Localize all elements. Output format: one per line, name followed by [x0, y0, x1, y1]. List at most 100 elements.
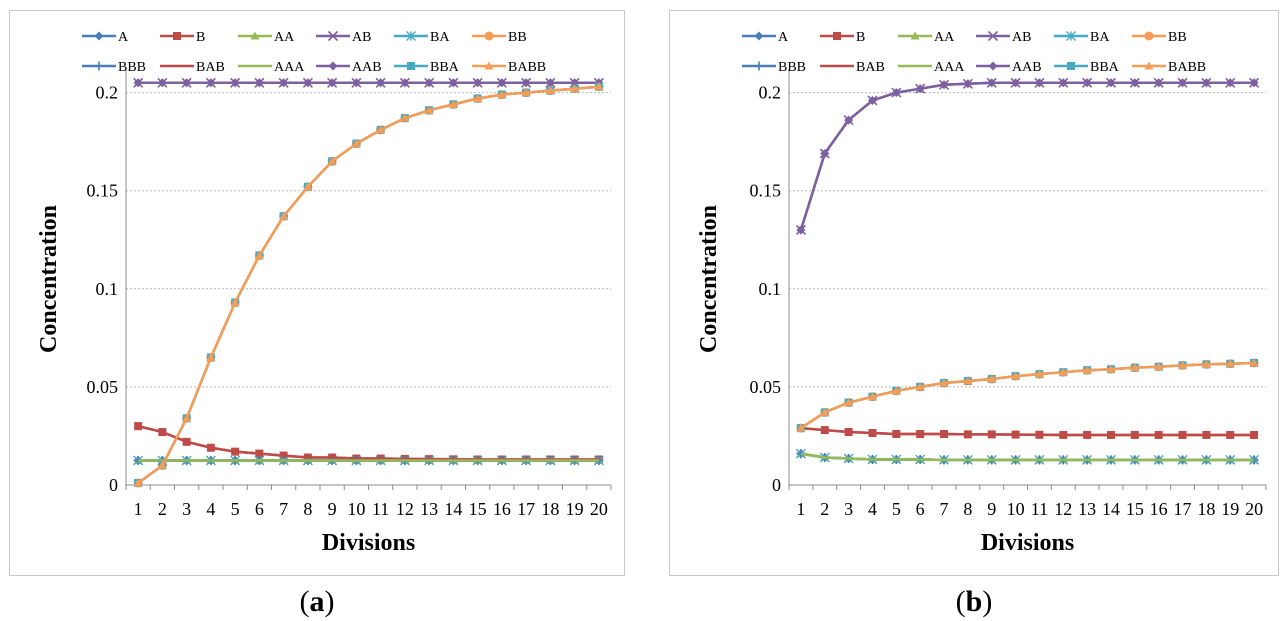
- point-a-AAB-1: [133, 78, 143, 88]
- legend-item-b-BBB: BBB: [742, 60, 806, 75]
- point-b-AAB-3: [844, 115, 854, 125]
- x-tick-label-a-5: 6: [255, 499, 264, 519]
- legend-marker-a-AA: [250, 31, 260, 40]
- series-b-AAB: [796, 78, 1259, 235]
- point-b-BABB-4: [867, 392, 877, 401]
- series-b-AA: [796, 449, 1259, 464]
- legend-label-b-BA: BA: [1090, 30, 1110, 45]
- x-tick-label-b-10: 11: [1031, 499, 1048, 519]
- legend-item-a-BA: BA: [394, 30, 450, 45]
- point-a-BABB-2: [157, 460, 167, 469]
- point-b-BABB-5: [891, 386, 901, 395]
- point-b-BABB-19: [1225, 359, 1235, 368]
- x-tick-label-a-6: 7: [279, 499, 288, 519]
- legend-item-a-BB: BB: [472, 30, 527, 45]
- y-tick-label-a-2: 0.1: [96, 279, 119, 299]
- series-a-BAB: [137, 424, 599, 461]
- point-a-BABB-6: [254, 250, 264, 259]
- legend-label-a-AAB: AAB: [352, 60, 382, 75]
- x-tick-label-a-17: 18: [541, 499, 559, 519]
- y-tick-label-a-0: 0: [109, 475, 118, 495]
- x-tick-label-b-12: 13: [1078, 499, 1096, 519]
- legend-item-a-AB: AB: [316, 30, 371, 45]
- point-b-AAB-7: [939, 80, 949, 90]
- legend-label-a-BA: BA: [430, 30, 450, 45]
- point-b-AAB-11: [1034, 78, 1044, 88]
- point-b-AAB-19: [1225, 78, 1235, 88]
- legend-marker-a-AB: [327, 30, 339, 42]
- point-a-AAB-8: [303, 78, 313, 88]
- point-a-BABB-13: [424, 105, 434, 114]
- y-axis-title-a: Concentration: [36, 205, 62, 353]
- series-b-AAA: [800, 452, 1255, 462]
- point-a-AAB-12: [400, 78, 410, 88]
- x-tick-label-b-14: 15: [1126, 499, 1144, 519]
- legend-marker-a-B: [173, 32, 181, 40]
- x-axis-title-a: Divisions: [322, 530, 415, 556]
- y-tick-label-b-1: 0.05: [750, 377, 782, 397]
- series-b-BA: [795, 448, 1260, 465]
- point-a-BABB-17: [521, 88, 531, 97]
- legend-item-a-BABB: BABB: [472, 60, 546, 75]
- point-b-BABB-15: [1130, 363, 1140, 372]
- point-b-AAB-8: [963, 79, 973, 89]
- y-tick-label-b-3: 0.15: [750, 181, 782, 201]
- x-tick-label-b-16: 17: [1174, 499, 1192, 519]
- point-a-BABB-12: [400, 113, 410, 122]
- legend-item-b-AB: AB: [976, 30, 1031, 45]
- point-b-BABB-2: [820, 407, 830, 416]
- x-axis-title-b: Divisions: [981, 530, 1074, 556]
- legend-marker-b-BBA: [1067, 62, 1075, 70]
- legend-label-a-A: A: [118, 30, 129, 45]
- x-tick-label-a-11: 12: [396, 499, 414, 519]
- point-b-BABB-16: [1154, 362, 1164, 371]
- x-tick-label-b-13: 14: [1102, 499, 1120, 519]
- point-a-BABB-19: [570, 84, 580, 93]
- legend-label-a-AAA: AAA: [274, 60, 305, 75]
- point-b-AAB-17: [1178, 78, 1188, 88]
- point-a-BABB-9: [327, 156, 337, 165]
- x-tick-label-b-4: 5: [892, 499, 901, 519]
- legend-marker-b-A: [754, 31, 764, 41]
- series-b-BAB: [800, 426, 1255, 437]
- x-tick-label-b-1: 2: [820, 499, 829, 519]
- series-b-AB: [795, 77, 1260, 236]
- legend-label-b-AAB: AAB: [1012, 60, 1042, 75]
- point-a-BABB-1: [133, 478, 143, 487]
- legend-item-a-AA: AA: [238, 30, 295, 45]
- point-a-AAB-7: [279, 78, 289, 88]
- point-a-AAB-6: [254, 78, 264, 88]
- series-a-AAB: [133, 78, 604, 88]
- y-tick-label-a-3: 0.15: [87, 181, 119, 201]
- point-b-AAB-1: [796, 225, 806, 235]
- point-b-AAB-12: [1058, 78, 1068, 88]
- series-b-A: [796, 449, 1259, 465]
- legend-marker-a-BABB: [484, 61, 494, 70]
- point-b-BABB-8: [963, 376, 973, 385]
- point-a-AAB-17: [521, 78, 531, 88]
- legend-item-a-AAB: AAB: [316, 60, 382, 75]
- legend-label-a-BABB: BABB: [508, 60, 546, 75]
- legend-marker-a-BBA: [407, 62, 415, 70]
- legend-marker-a-BBB: [94, 61, 104, 71]
- x-tick-label-a-13: 14: [444, 499, 462, 519]
- legend-label-a-AB: AB: [352, 30, 371, 45]
- series-b-BABB: [796, 358, 1259, 432]
- point-b-BABB-18: [1201, 359, 1211, 368]
- x-tick-label-a-18: 19: [566, 499, 584, 519]
- series-line-a-BABB: [137, 85, 599, 485]
- legend-marker-b-AB: [987, 30, 999, 42]
- point-a-AAB-16: [497, 78, 507, 88]
- caption-a-label: a: [309, 585, 325, 618]
- series-a-BABB: [133, 82, 604, 487]
- x-tick-label-a-16: 17: [517, 499, 535, 519]
- x-tick-label-a-19: 20: [590, 499, 608, 519]
- point-a-BABB-16: [497, 90, 507, 99]
- x-tick-label-a-12: 13: [420, 499, 438, 519]
- legend-label-b-AA: AA: [934, 30, 955, 45]
- point-a-BABB-18: [545, 86, 555, 95]
- y-tick-label-a-1: 0.05: [87, 377, 119, 397]
- point-b-BABB-7: [939, 378, 949, 387]
- chart-b-svg: 00.050.10.150.21 2 3 4 5 6 7 8 9 10 11 12 13 14 15 16 17…: [696, 30, 1267, 556]
- point-b-BABB-12: [1058, 367, 1068, 376]
